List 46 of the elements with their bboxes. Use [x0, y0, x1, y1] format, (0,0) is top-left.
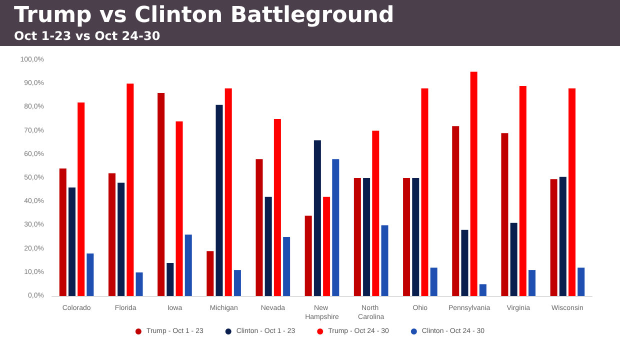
bar: [568, 88, 576, 296]
bar: [550, 179, 558, 296]
bar: [470, 72, 478, 296]
bar: [283, 237, 290, 296]
bar: [158, 93, 165, 296]
bar: [354, 178, 361, 296]
bar: [78, 102, 85, 296]
bar: [452, 126, 460, 296]
bar: [136, 272, 143, 296]
bar: [108, 173, 116, 296]
chart-title: Trump vs Clinton Battleground: [14, 3, 396, 28]
bar: [224, 88, 232, 296]
bar: [332, 159, 340, 296]
bar: [59, 168, 66, 296]
bar: [372, 130, 380, 296]
bar: [461, 230, 468, 296]
bar: [381, 225, 388, 296]
bar: [304, 216, 312, 296]
bar: [176, 121, 183, 296]
bar: [166, 262, 174, 296]
chart-subtitle: Oct 1-23 vs Oct 24-30: [14, 29, 162, 43]
bar: [363, 178, 370, 296]
bar: [216, 104, 223, 296]
bar: [264, 196, 272, 296]
bar: [510, 222, 518, 296]
bar: [118, 182, 125, 296]
bar: [430, 268, 438, 296]
bar: [519, 86, 526, 296]
bar: [528, 270, 536, 296]
bar: [323, 196, 330, 296]
bar: [421, 88, 428, 296]
bar: [68, 187, 76, 296]
bar: [184, 234, 192, 296]
bar: [274, 119, 281, 296]
bar: [314, 140, 321, 296]
bar: [403, 178, 410, 296]
bar: [412, 178, 420, 296]
bar: [126, 84, 134, 296]
bar: [86, 254, 94, 296]
bar: [578, 268, 585, 296]
bar: [559, 176, 566, 296]
bar: [256, 159, 263, 296]
bar: [501, 133, 508, 296]
bar: [206, 251, 214, 296]
bar: [234, 270, 241, 296]
bar: [479, 284, 486, 296]
